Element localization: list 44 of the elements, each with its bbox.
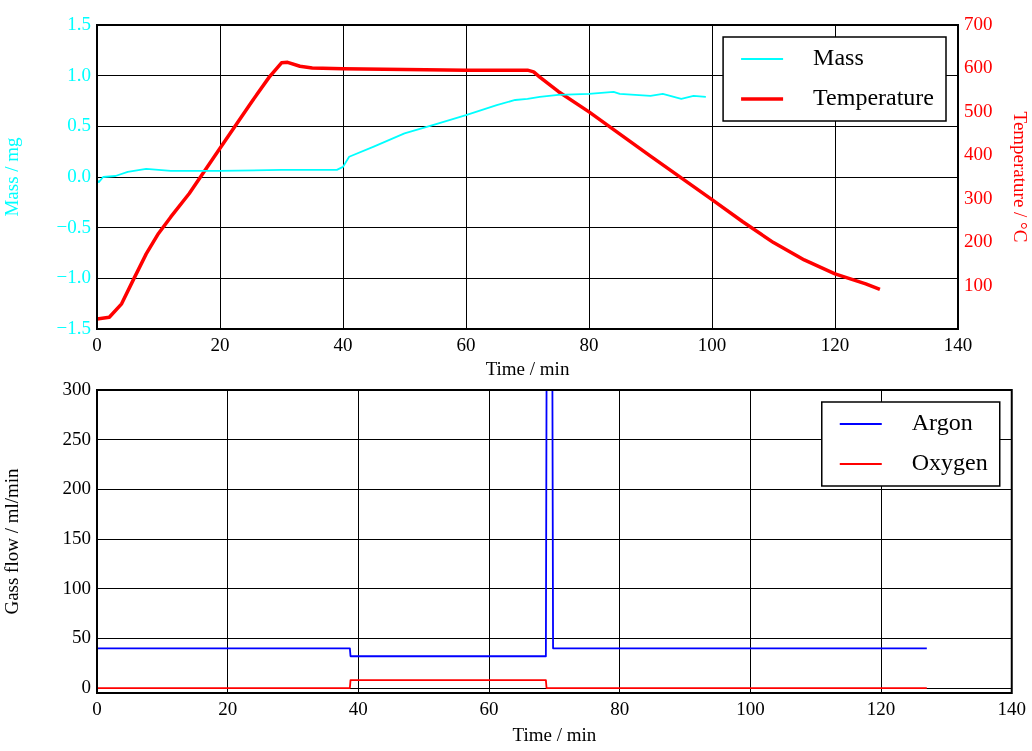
y-axis-title: Gass flow / ml/min bbox=[1, 467, 23, 615]
x-tick-label: 60 bbox=[479, 698, 499, 720]
y-tick-label: 1.0 bbox=[67, 63, 91, 85]
x-tick-label: 80 bbox=[610, 698, 630, 720]
y2-tick-label: 400 bbox=[964, 143, 993, 165]
x-tick-label: 100 bbox=[697, 334, 727, 356]
legend-label: Temperature bbox=[813, 84, 935, 111]
legend-label: Oxygen bbox=[911, 449, 988, 476]
y2-tick-label: 200 bbox=[964, 230, 993, 252]
y-tick-label: 0.5 bbox=[67, 114, 91, 136]
y-axis-title: Mass / mg bbox=[1, 136, 23, 217]
x-tick-label: 20 bbox=[218, 698, 238, 720]
y-tick-label: 0.0 bbox=[67, 164, 91, 186]
y2-tick-label: 500 bbox=[964, 99, 993, 121]
y2-tick-label: 100 bbox=[964, 273, 993, 295]
x-tick-label: 100 bbox=[736, 698, 765, 720]
y2-axis-title: Temperature / °C bbox=[1009, 111, 1031, 243]
x-tick-label: 40 bbox=[348, 698, 368, 720]
legend-label: Mass bbox=[813, 44, 864, 71]
y-tick-label: 1.5 bbox=[67, 12, 91, 34]
legend-label: Argon bbox=[911, 409, 973, 436]
y2-tick-label: 600 bbox=[964, 56, 993, 78]
x-tick-label: 120 bbox=[866, 698, 896, 720]
x-tick-label: 20 bbox=[210, 334, 230, 356]
x-tick-label: 40 bbox=[333, 334, 353, 356]
x-tick-label: 140 bbox=[997, 698, 1026, 720]
y2-tick-label: 300 bbox=[964, 186, 993, 208]
y-tick-label: 50 bbox=[72, 626, 91, 648]
x-axis-title: Time / min bbox=[512, 723, 597, 745]
y-tick-label: −1.0 bbox=[56, 266, 91, 288]
y-tick-label: 300 bbox=[62, 377, 91, 399]
y-tick-label: 200 bbox=[62, 477, 91, 499]
y2-tick-label: 700 bbox=[964, 12, 993, 34]
y-tick-label: 0 bbox=[81, 676, 91, 698]
x-tick-label: 120 bbox=[820, 334, 850, 356]
y-tick-label: −1.5 bbox=[56, 316, 91, 338]
x-tick-label: 60 bbox=[456, 334, 476, 356]
y-tick-label: 150 bbox=[62, 527, 91, 548]
x-axis-title: Time / min bbox=[485, 357, 570, 379]
y-tick-label: 250 bbox=[62, 427, 91, 449]
y-tick-label: −0.5 bbox=[56, 215, 91, 237]
x-tick-label: 140 bbox=[943, 334, 973, 356]
x-tick-label: 80 bbox=[579, 334, 599, 356]
y-tick-label: 100 bbox=[62, 576, 91, 598]
